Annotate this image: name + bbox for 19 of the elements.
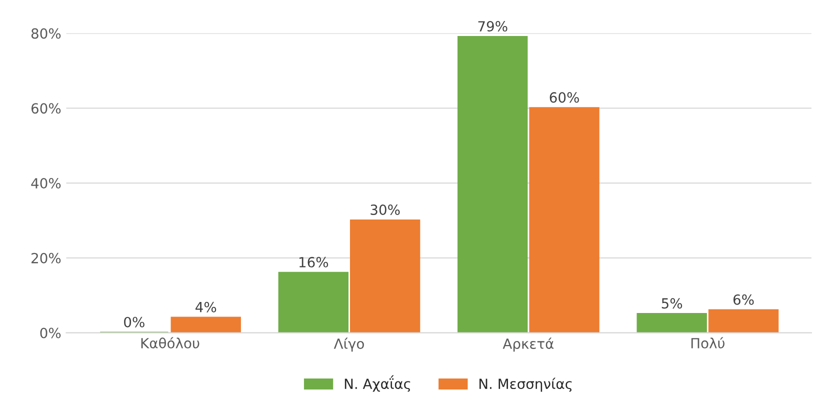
data-label: 5%	[662, 298, 682, 309]
data-label: 60%	[550, 92, 579, 103]
data-label: 6%	[733, 294, 754, 305]
y-tick-label: 0%	[40, 328, 61, 338]
y-tick-label: 80%	[31, 28, 61, 39]
data-label: 79%	[478, 21, 508, 32]
data-label: 0%	[124, 316, 144, 328]
x-tick-label: Λίγο	[334, 338, 364, 352]
legend-label: Ν. Αχαΐας	[344, 375, 410, 392]
y-tick-label: 40%	[31, 178, 61, 189]
y-tick-label: 60%	[31, 103, 61, 114]
x-tick-label: Καθόλου	[141, 337, 200, 348]
data-label: 16%	[299, 256, 328, 268]
x-tick-label: Πολύ	[691, 337, 724, 348]
legend-label: Ν. Μεσσηνίας	[479, 378, 572, 392]
x-tick-label: Αρκετά	[502, 338, 554, 352]
y-tick-label: 20%	[32, 252, 61, 264]
data-label: 30%	[370, 204, 400, 216]
data-label: 4%	[196, 302, 216, 312]
